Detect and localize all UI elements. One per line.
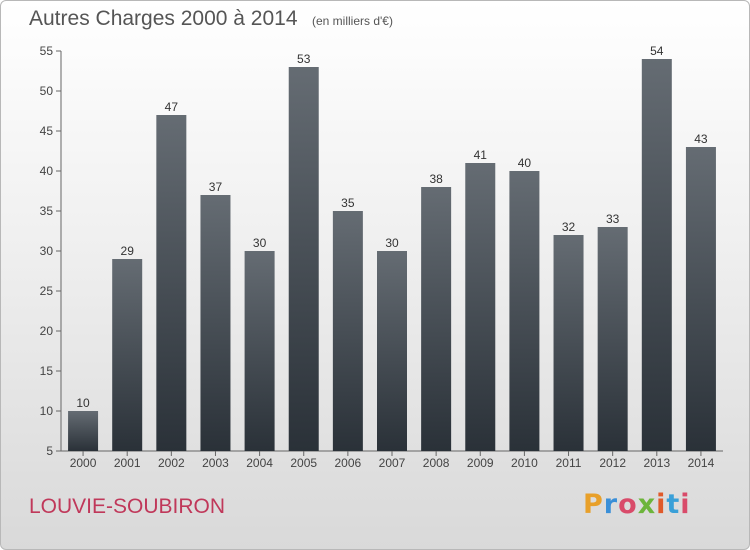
- logo-letter: r: [603, 489, 619, 520]
- bar-value-label: 41: [474, 148, 488, 162]
- bar: [156, 115, 187, 451]
- y-tick-label: 15: [40, 364, 54, 378]
- bar: [641, 59, 672, 451]
- labels: 10 2000 29 2001 47 2002 37 2003 30 2004 53 2005 35 20…: [70, 44, 715, 470]
- bar-value-label: 53: [297, 52, 311, 66]
- bar: [112, 259, 143, 451]
- bar-value-label: 47: [165, 100, 179, 114]
- y-tick-label: 5: [46, 444, 53, 458]
- x-tick-label: 2011: [556, 456, 582, 470]
- bar-value-label: 37: [209, 180, 223, 194]
- bar: [288, 67, 319, 451]
- y-tick-label: 30: [40, 244, 54, 258]
- y-tick-label: 10: [40, 404, 54, 418]
- x-tick-label: 2008: [423, 456, 450, 470]
- bar-value-label: 54: [650, 44, 664, 58]
- bar-value-label: 32: [562, 220, 576, 234]
- x-tick-label: 2000: [70, 456, 97, 470]
- proxiti-logo: Proxiti: [583, 489, 691, 520]
- x-tick-label: 2006: [335, 456, 362, 470]
- y-tick-label: 45: [40, 124, 54, 138]
- x-tick-label: 2013: [643, 456, 670, 470]
- place-name: LOUVIE-SOUBIRON: [29, 495, 226, 518]
- bar-value-label: 43: [694, 132, 708, 146]
- chart-title: Autres Charges 2000 à 2014: [29, 7, 298, 30]
- bar: [244, 251, 275, 451]
- bar-value-label: 38: [429, 172, 443, 186]
- bar-value-label: 40: [518, 156, 532, 170]
- bar-value-label: 30: [253, 236, 267, 250]
- bar: [553, 235, 584, 451]
- bar: [200, 195, 231, 451]
- y-tick-label: 55: [40, 44, 54, 58]
- bar: [465, 163, 496, 451]
- logo-letter: o: [618, 489, 638, 520]
- x-tick-label: 2012: [599, 456, 626, 470]
- x-tick-label: 2005: [290, 456, 317, 470]
- bars: [68, 59, 716, 451]
- title-block: Autres Charges 2000 à 2014 (en milliers …: [29, 7, 393, 31]
- bar: [685, 147, 716, 451]
- x-tick-label: 2010: [511, 456, 538, 470]
- x-tick-label: 2007: [379, 456, 406, 470]
- x-tick-label: 2004: [246, 456, 273, 470]
- y-tick-label: 50: [40, 84, 54, 98]
- x-tick-label: 2002: [158, 456, 185, 470]
- logo-letter: i: [656, 489, 667, 520]
- bar: [509, 171, 540, 451]
- y-tick-label: 40: [40, 164, 54, 178]
- logo-letter: t: [666, 489, 681, 520]
- bar-value-label: 30: [385, 236, 399, 250]
- bar-value-label: 33: [606, 212, 620, 226]
- y-tick-label: 25: [40, 284, 54, 298]
- bar: [332, 211, 363, 451]
- bar: [597, 227, 628, 451]
- x-tick-label: 2014: [688, 456, 715, 470]
- bar-value-label: 35: [341, 196, 355, 210]
- logo-letter: x: [637, 489, 657, 520]
- y-tick-label: 20: [40, 324, 54, 338]
- logo-letter: i: [680, 489, 691, 520]
- chart-subtitle: (en milliers d'€): [311, 14, 393, 28]
- x-tick-label: 2009: [467, 456, 494, 470]
- bar: [377, 251, 407, 451]
- y-tick-label: 35: [40, 204, 54, 218]
- bar-value-label: 10: [76, 396, 90, 410]
- logo-letter: P: [583, 489, 604, 520]
- bar: [68, 411, 99, 451]
- bar-value-label: 29: [121, 244, 135, 258]
- x-tick-label: 2003: [202, 456, 229, 470]
- x-tick-label: 2001: [114, 456, 141, 470]
- bar: [421, 187, 452, 451]
